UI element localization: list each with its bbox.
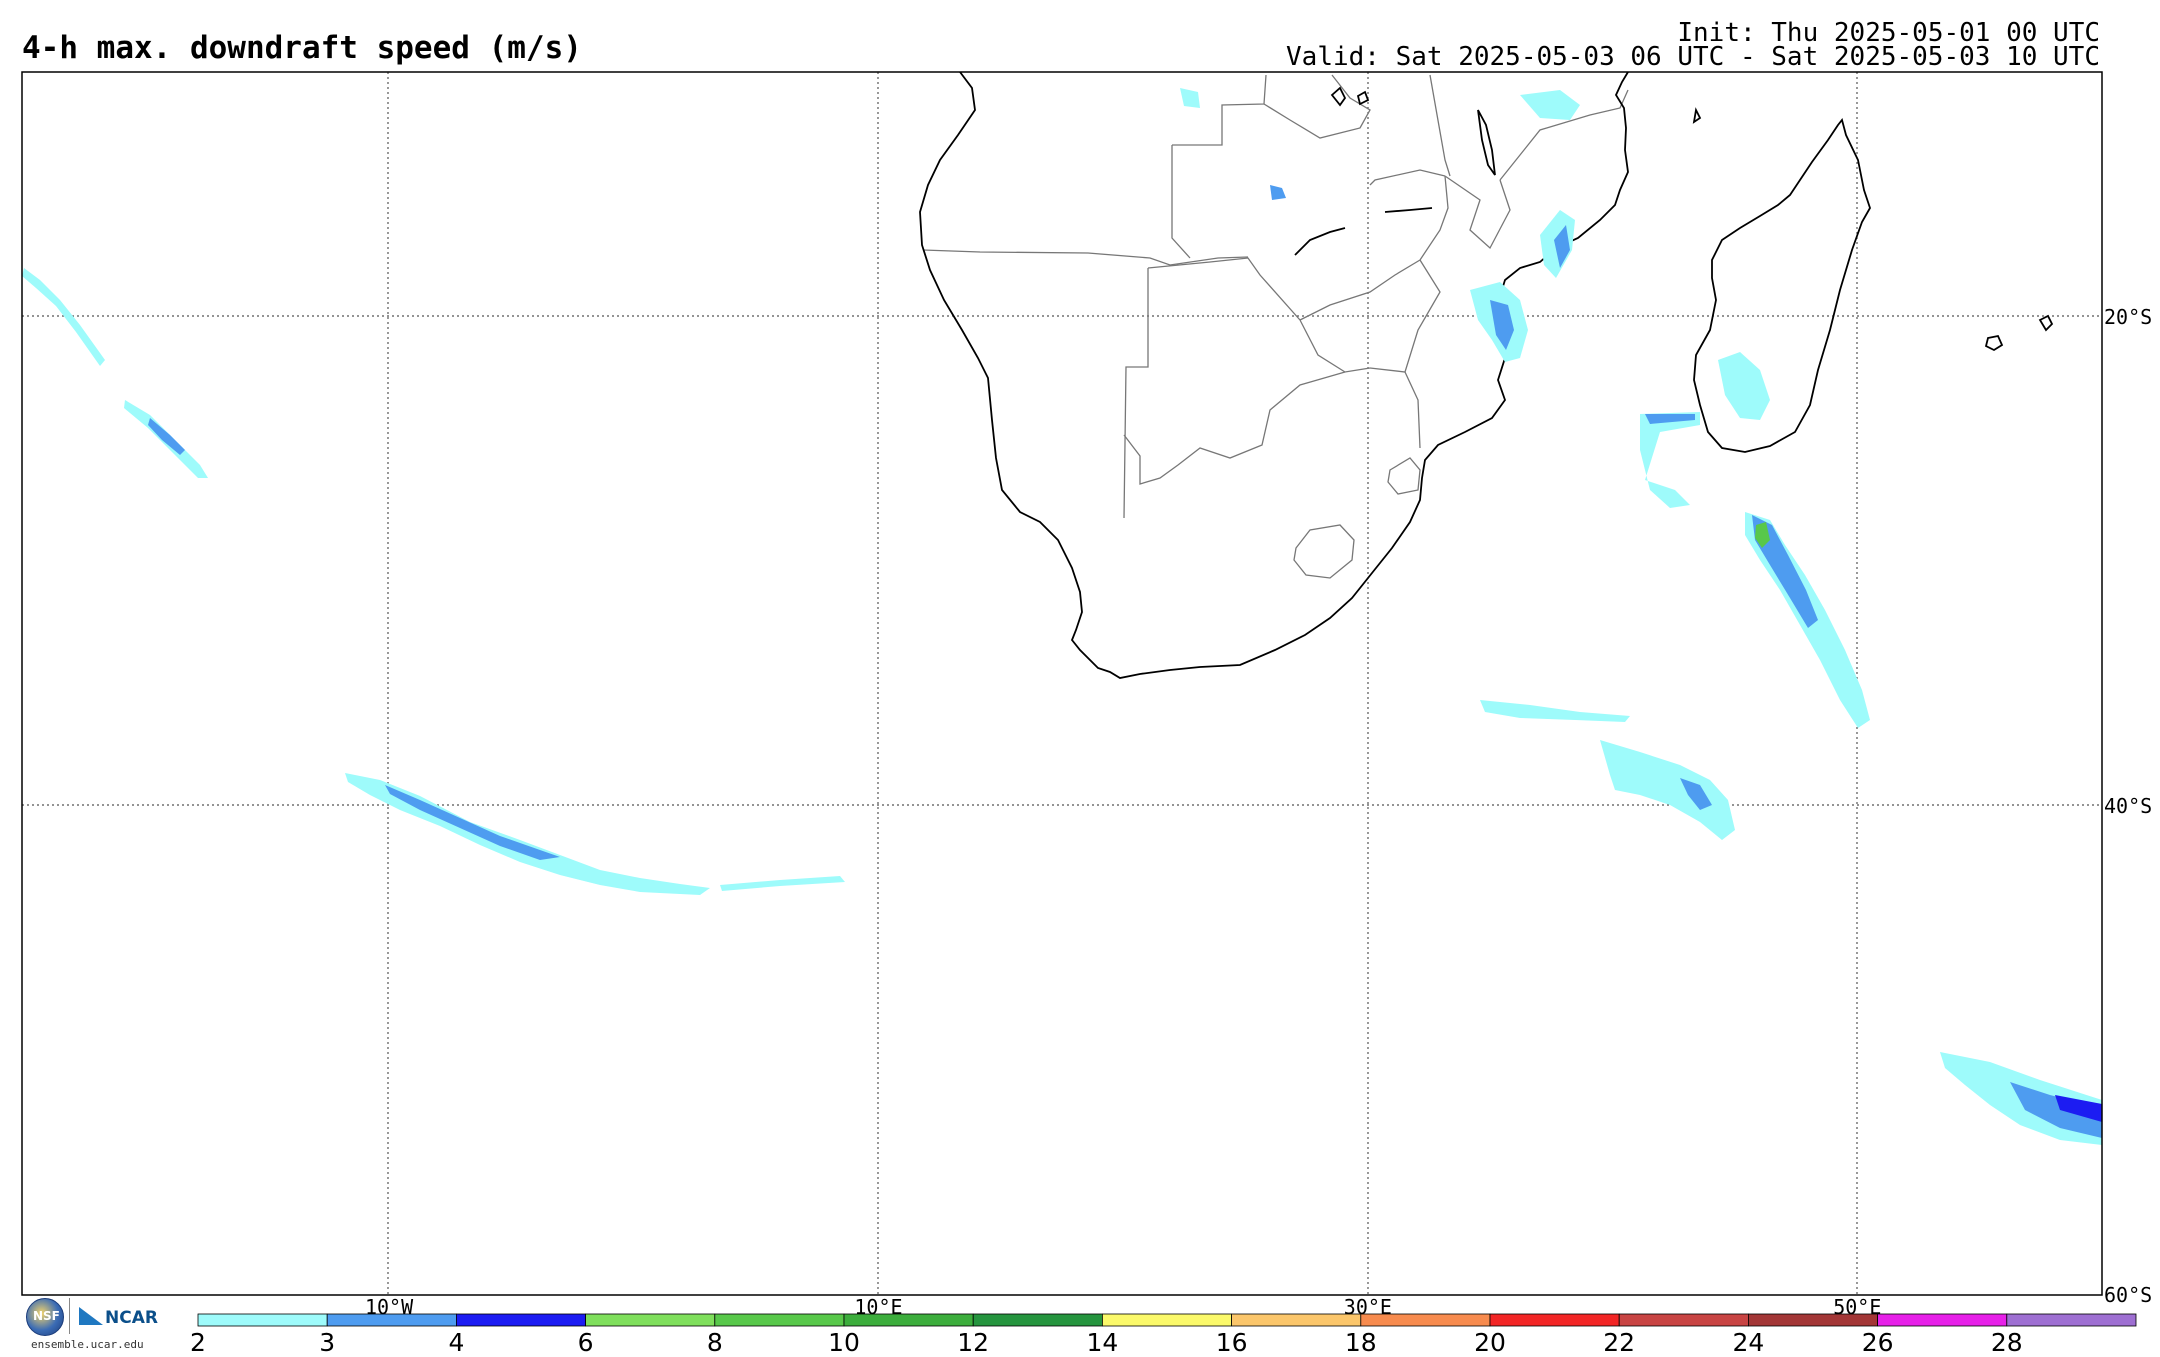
border-zambia-drc bbox=[1263, 74, 1371, 139]
ncar-logo: NCAR bbox=[79, 1307, 158, 1328]
border-angola-zambia bbox=[1171, 145, 1191, 259]
coast-mayotte bbox=[1356, 90, 1370, 106]
shade-streak-northwest-2-core bbox=[148, 418, 185, 455]
colorbar-label: 24 bbox=[1732, 1328, 1765, 1357]
colorbar-segment bbox=[197, 1313, 328, 1327]
map-frame bbox=[21, 71, 2103, 1296]
lat-label: 20°S bbox=[2104, 304, 2153, 329]
colorbar-label: 2 bbox=[190, 1328, 206, 1357]
colorbar bbox=[197, 1313, 2137, 1327]
lon-label: 30°E bbox=[1343, 1295, 1392, 1319]
shade-cluster-mid bbox=[1480, 700, 1630, 722]
shade-cluster-zambia bbox=[1270, 185, 1286, 200]
colorbar-label: 18 bbox=[1344, 1328, 1377, 1357]
coastlines bbox=[919, 71, 2054, 679]
colorbar-label: 4 bbox=[448, 1328, 465, 1357]
border-lesotho bbox=[1293, 524, 1355, 579]
coast-madagascar bbox=[1693, 118, 1871, 453]
border-sa-mozambique bbox=[1404, 371, 1421, 449]
coast-cahora bbox=[1384, 207, 1433, 213]
border-zambia-tanzania bbox=[1369, 169, 1446, 186]
shade-cluster-tanzania bbox=[1520, 90, 1580, 120]
downdraft-shading bbox=[22, 88, 2102, 1145]
border-angola-namibia bbox=[922, 249, 1249, 266]
shade-band-southeast-max bbox=[2055, 1095, 2102, 1122]
coast-africa bbox=[919, 71, 1629, 679]
shade-cluster-drc bbox=[1180, 88, 1200, 108]
colorbar-segment bbox=[1231, 1313, 1362, 1327]
lon-label: 50°E bbox=[1833, 1295, 1882, 1319]
coast-lake-kariba bbox=[1294, 227, 1346, 256]
colorbar-segment bbox=[455, 1313, 586, 1327]
border-botswana-sa bbox=[1123, 371, 1346, 485]
lat-label: 60°S bbox=[2104, 1283, 2153, 1307]
border-angola-drc bbox=[1172, 74, 1267, 146]
coast-mauritius bbox=[1984, 334, 2004, 352]
shade-band-east-max bbox=[1755, 522, 1770, 548]
valid-time: Valid: Sat 2025-05-03 06 UTC - Sat 2025-… bbox=[1286, 42, 2100, 72]
shade-band-southwest-core bbox=[385, 785, 560, 860]
shade-band-southeast-core bbox=[2010, 1082, 2102, 1138]
colorbar-segment bbox=[585, 1313, 716, 1327]
border-zimbabwe-mozambique bbox=[1369, 259, 1441, 373]
shade-cluster-mozambique-north-core bbox=[1554, 225, 1570, 268]
colorbar-label: 10 bbox=[828, 1328, 860, 1357]
border-namibia-botswana bbox=[1123, 268, 1149, 519]
colorbar-segment bbox=[1877, 1313, 2008, 1327]
colorbar-label: 14 bbox=[1086, 1328, 1119, 1357]
coast-comoros bbox=[1692, 107, 1702, 124]
border-mozambique-malawi bbox=[1444, 175, 1511, 250]
colorbar-label: 26 bbox=[1861, 1328, 1894, 1357]
colorbar-segment bbox=[1489, 1313, 1620, 1327]
shade-band-east-core bbox=[1752, 515, 1818, 628]
border-zambia-zimbabwe bbox=[1299, 259, 1421, 321]
coast-lake-tanganyika bbox=[1330, 86, 1347, 107]
colorbar-label: 12 bbox=[957, 1328, 990, 1357]
border-botswana-zimbabwe bbox=[1299, 319, 1371, 373]
colorbar-segment bbox=[2006, 1313, 2137, 1327]
colorbar-segment bbox=[1618, 1313, 1749, 1327]
lon-label: 10°W bbox=[364, 1295, 414, 1319]
border-tanzania-mozambique bbox=[1499, 89, 1629, 181]
colorbar-label: 20 bbox=[1474, 1328, 1506, 1357]
map-title: 4-h max. downdraft speed (m/s) bbox=[22, 30, 582, 66]
shade-streak-northwest bbox=[22, 268, 105, 366]
country-borders bbox=[922, 74, 1629, 579]
coast-reunion bbox=[2038, 314, 2054, 332]
colorbar-label: 28 bbox=[1990, 1328, 2023, 1357]
shade-cluster-mozchannel-core bbox=[1645, 414, 1695, 424]
border-tanzania-north bbox=[1429, 74, 1451, 177]
border-zambia-malawi bbox=[1419, 175, 1449, 261]
colorbar-label: 3 bbox=[319, 1328, 336, 1357]
colorbar-label: 16 bbox=[1215, 1328, 1248, 1357]
colorbar-label: 6 bbox=[577, 1328, 594, 1357]
shade-cluster-south-madagascar bbox=[1600, 740, 1735, 840]
ensemble-url: ensemble.ucar.edu bbox=[31, 1338, 144, 1351]
colorbar-label: 22 bbox=[1603, 1328, 1636, 1357]
colorbar-segment bbox=[1102, 1313, 1233, 1327]
border-eswatini bbox=[1387, 457, 1421, 495]
graticule bbox=[22, 72, 2102, 1295]
nsf-logo: NSF bbox=[26, 1298, 64, 1336]
shade-band-southwest-tail bbox=[720, 876, 845, 891]
coast-lake-malawi bbox=[1477, 109, 1496, 176]
colorbar-label: 8 bbox=[706, 1328, 723, 1357]
border-caprivi bbox=[1147, 257, 1301, 321]
shade-cluster-mozchannel bbox=[1640, 412, 1700, 508]
colorbar-segment bbox=[972, 1313, 1103, 1327]
shade-cluster-south-madagascar-core bbox=[1680, 778, 1712, 810]
colorbar-segment bbox=[714, 1313, 845, 1327]
shade-cluster-madagascar-west bbox=[1718, 352, 1770, 420]
init-time: Init: Thu 2025-05-01 00 UTC bbox=[1677, 18, 2100, 48]
shade-cluster-mozambique-core bbox=[1490, 300, 1514, 350]
lon-label: 10°E bbox=[854, 1295, 903, 1319]
logo-divider bbox=[69, 1298, 70, 1334]
shade-band-southwest bbox=[345, 773, 710, 895]
lat-label: 40°S bbox=[2104, 793, 2153, 818]
nsf-logo-text: NSF bbox=[33, 1309, 60, 1323]
